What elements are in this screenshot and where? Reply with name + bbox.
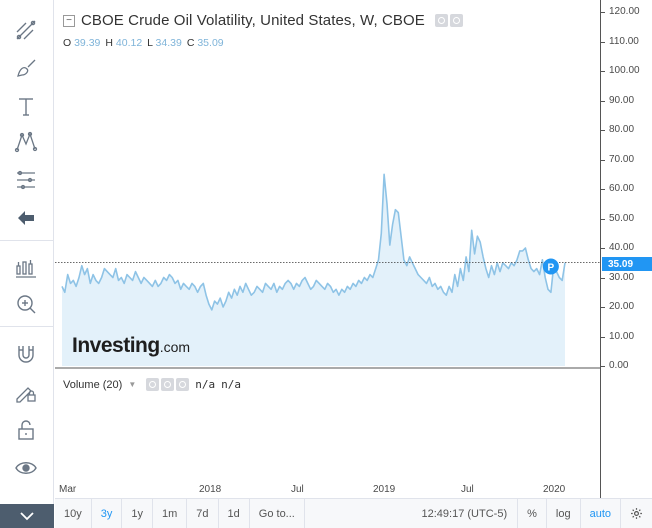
high-value: 40.12: [115, 37, 143, 49]
close-value: 35.09: [197, 37, 224, 49]
date-axis-label: 2020: [543, 484, 566, 495]
range-button-10y[interactable]: 10y: [55, 498, 92, 528]
goto-button[interactable]: Go to...: [250, 498, 305, 528]
price-axis-tick: [601, 277, 605, 279]
watermark-suffix: .com: [159, 339, 191, 355]
date-axis-label: 2018: [199, 484, 222, 495]
price-axis-label: 120.00: [609, 6, 640, 17]
date-axis-label: Mar: [59, 484, 77, 495]
investing-watermark: Investing .com: [72, 334, 190, 358]
toolbar-divider: [0, 240, 54, 241]
chevron-down-icon: [20, 512, 34, 521]
legend-title-row: − CBOE Crude Oil Volatility, United Stat…: [63, 12, 463, 29]
zoom-in-icon[interactable]: [10, 288, 42, 320]
collapse-toolbar-button[interactable]: [0, 504, 54, 528]
volume-legend: Volume (20) ▼ n/a n/a: [63, 378, 241, 391]
percent-toggle[interactable]: %: [518, 498, 547, 528]
brush-tool-icon[interactable]: [10, 52, 42, 84]
back-arrow-icon[interactable]: [10, 202, 42, 234]
price-chart[interactable]: P: [55, 0, 600, 498]
volume-value-1: n/a: [195, 378, 216, 391]
ohlc-values: O 39.39 H 40.12 L 34.39 C 35.09: [63, 37, 224, 49]
collapse-legend-button[interactable]: −: [63, 14, 75, 27]
close-key: C: [186, 37, 195, 49]
watermark-brand: Investing: [72, 334, 160, 357]
volume-label: Volume (20): [63, 378, 123, 391]
series-line: [61, 173, 566, 311]
low-value: 34.39: [155, 37, 182, 49]
price-axis-label: 100.00: [609, 65, 640, 76]
price-axis-tick: [601, 159, 605, 161]
price-axis-label: 110.00: [609, 35, 639, 47]
price-axis-label: 60.00: [609, 183, 635, 194]
volume-value-2: n/a: [221, 378, 241, 391]
range-buttons: 10y 3y 1y 1m 7d 1d: [55, 498, 250, 528]
range-button-7d[interactable]: 7d: [187, 498, 219, 528]
volume-visibility-icon[interactable]: [146, 378, 160, 391]
range-button-3y[interactable]: 3y: [92, 498, 123, 528]
title-actions: [434, 14, 463, 27]
log-toggle[interactable]: log: [547, 498, 581, 528]
high-key: H: [105, 37, 113, 49]
price-axis-tick: [601, 71, 605, 72]
low-key: L: [147, 37, 153, 49]
range-button-1m[interactable]: 1m: [153, 498, 188, 528]
price-axis-label: 0.00: [609, 360, 629, 371]
price-axis-tick: [601, 336, 605, 338]
date-axis-label: Jul: [461, 484, 474, 495]
event-marker-label: P: [548, 262, 555, 273]
auto-toggle[interactable]: auto: [581, 498, 621, 528]
volume-settings-icon[interactable]: [161, 378, 175, 391]
drawing-toolbar: [0, 0, 54, 528]
chart-title: CBOE Crude Oil Volatility, United States…: [81, 12, 425, 29]
price-axis-tick: [601, 12, 605, 13]
event-marker: [542, 258, 559, 275]
clock-time: 12:49:17 (UTC-5): [412, 498, 519, 528]
bottom-toolbar: 10y 3y 1y 1m 7d 1d Go to... 12:49:17 (UTC-5) …: [55, 498, 652, 528]
settings-icon[interactable]: [449, 14, 463, 27]
unlock-icon[interactable]: [10, 414, 42, 446]
price-axis-label: 30.00: [609, 271, 635, 283]
volume-close-icon[interactable]: [176, 378, 190, 391]
price-axis-tick: [601, 130, 605, 131]
range-button-1d[interactable]: 1d: [219, 498, 250, 528]
price-axis-tick: [601, 307, 605, 308]
trend-line-tool-icon[interactable]: [10, 14, 42, 46]
price-axis-label: 50.00: [609, 212, 635, 224]
price-axis-label: 40.00: [609, 242, 635, 253]
range-button-1y[interactable]: 1y: [122, 498, 153, 528]
volume-actions: [146, 378, 190, 391]
volume-dropdown-icon[interactable]: ▼: [128, 380, 137, 389]
visibility-icon[interactable]: [434, 14, 448, 27]
magnet-icon[interactable]: [10, 338, 42, 370]
price-axis-tick: [601, 248, 605, 249]
price-axis-tick: [601, 366, 605, 367]
toolbar-divider: [0, 326, 54, 327]
last-price-tag: 35.09: [602, 257, 652, 271]
price-axis-tick: [601, 189, 605, 190]
open-key: O: [63, 37, 72, 49]
price-axis-tick: [601, 218, 605, 220]
date-axis-label: 2019: [373, 484, 396, 495]
lock-drawing-icon[interactable]: [10, 376, 42, 408]
price-axis-tick: [601, 41, 605, 43]
price-axis-tick: [601, 100, 605, 102]
price-axis-label: 10.00: [609, 330, 635, 342]
series-area-fill: [62, 174, 565, 366]
price-axis-label: 70.00: [609, 153, 635, 165]
open-value: 39.39: [74, 37, 101, 49]
settings-gear-icon[interactable]: [621, 499, 652, 528]
date-axis[interactable]: Mar 2018 Jul 2019 Jul 2020: [55, 484, 600, 498]
indicators-icon[interactable]: [10, 252, 42, 284]
pattern-tool-icon[interactable]: [10, 126, 42, 158]
price-axis[interactable]: 35.09 120.00 110.00 100.00 90.00 80.00 70.00 6…: [600, 0, 652, 498]
text-tool-icon[interactable]: [10, 90, 42, 122]
price-axis-label: 80.00: [609, 124, 635, 135]
price-axis-label: 20.00: [609, 301, 635, 312]
eye-icon[interactable]: [10, 452, 42, 484]
fib-tool-icon[interactable]: [10, 164, 42, 196]
price-axis-label: 90.00: [609, 94, 635, 106]
date-axis-label: Jul: [291, 484, 304, 495]
